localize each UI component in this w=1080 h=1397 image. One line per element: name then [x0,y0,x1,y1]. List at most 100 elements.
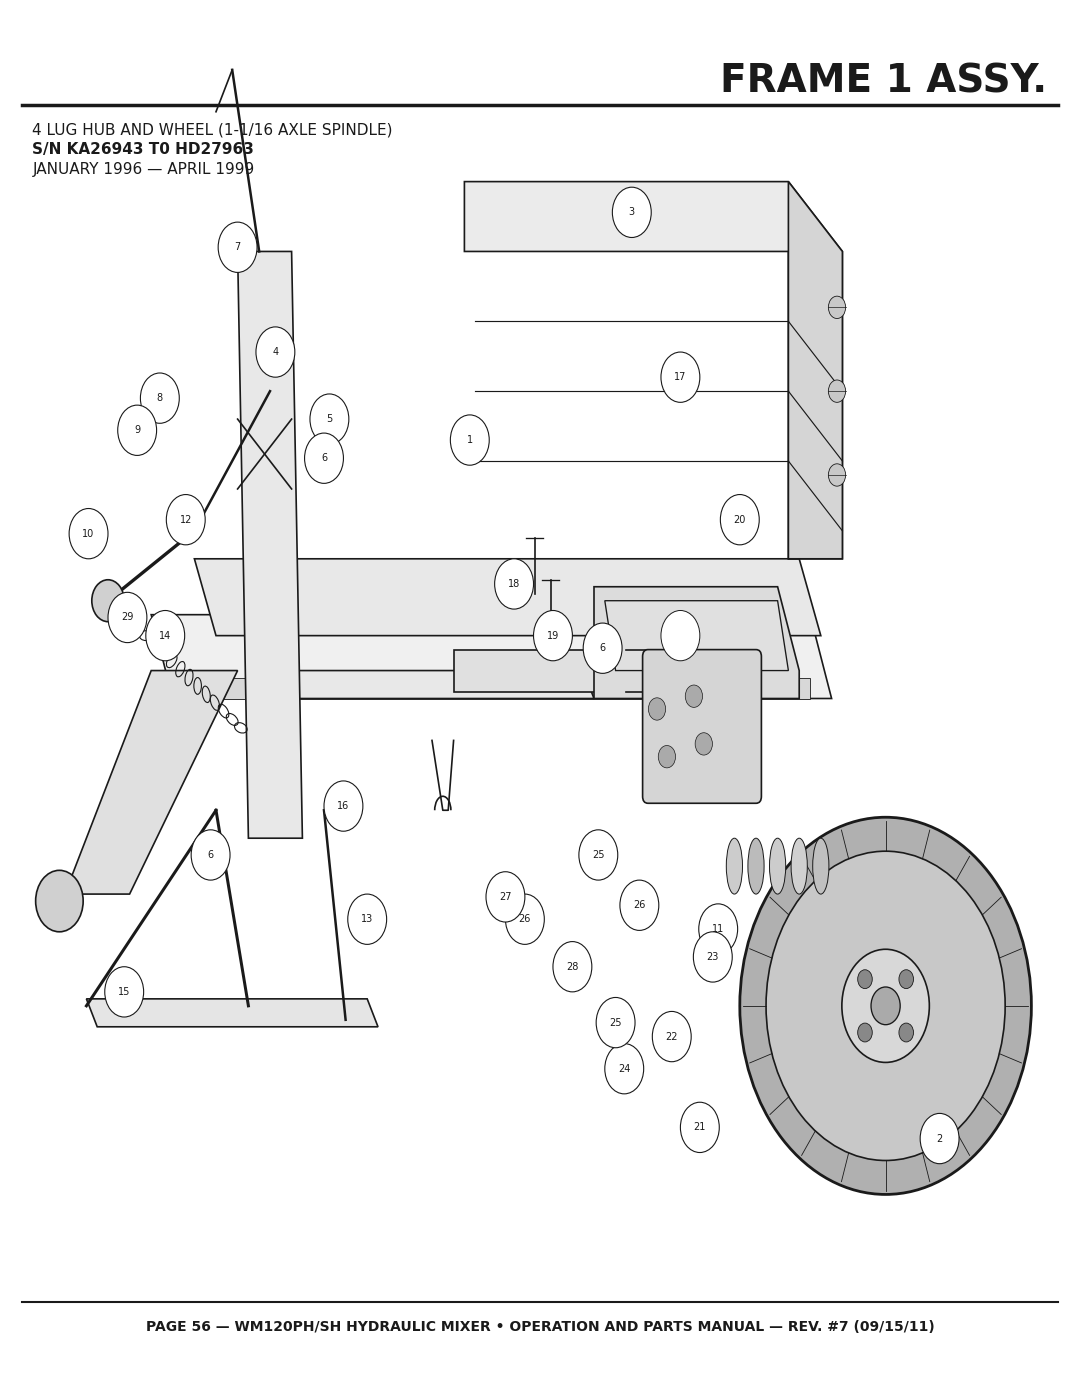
Circle shape [920,1113,959,1164]
Ellipse shape [727,838,743,894]
Text: 1: 1 [467,434,473,446]
Text: 10: 10 [82,528,95,539]
Text: 4 LUG HUB AND WHEEL (1-1/16 AXLE SPINDLE): 4 LUG HUB AND WHEEL (1-1/16 AXLE SPINDLE… [32,123,393,138]
Text: 21: 21 [693,1122,706,1133]
Text: 16: 16 [337,800,350,812]
Circle shape [166,495,205,545]
Text: PAGE 56 — WM120PH/SH HYDRAULIC MIXER • OPERATION AND PARTS MANUAL — REV. #7 (09/: PAGE 56 — WM120PH/SH HYDRAULIC MIXER • O… [146,1320,934,1334]
Circle shape [118,405,157,455]
Text: 25: 25 [592,849,605,861]
Circle shape [553,942,592,992]
Text: 14: 14 [159,630,172,641]
Circle shape [36,870,83,932]
Circle shape [579,830,618,880]
Circle shape [218,222,257,272]
Ellipse shape [812,838,829,894]
Text: 7: 7 [234,242,241,253]
Ellipse shape [747,838,765,894]
Ellipse shape [769,838,786,894]
Circle shape [534,610,572,661]
Polygon shape [151,678,810,698]
Circle shape [720,495,759,545]
Circle shape [699,904,738,954]
Text: 2: 2 [936,1133,943,1144]
Circle shape [661,610,700,661]
Circle shape [680,1102,719,1153]
Text: S/N KA26943 T0 HD27963: S/N KA26943 T0 HD27963 [32,142,254,158]
Polygon shape [259,671,594,698]
Text: 28: 28 [566,961,579,972]
Circle shape [348,894,387,944]
Circle shape [648,697,665,721]
Circle shape [652,1011,691,1062]
Circle shape [693,932,732,982]
Polygon shape [194,559,821,636]
Circle shape [486,872,525,922]
Text: 4: 4 [272,346,279,358]
Circle shape [858,970,873,989]
Text: JANUARY 1996 — APRIL 1999: JANUARY 1996 — APRIL 1999 [32,162,255,177]
Text: 27: 27 [499,891,512,902]
Polygon shape [605,601,788,671]
Text: 19: 19 [546,630,559,641]
Text: 26: 26 [633,900,646,911]
Circle shape [858,1023,873,1042]
Text: 6: 6 [599,643,606,654]
Polygon shape [65,671,238,894]
Circle shape [740,817,1031,1194]
Polygon shape [454,650,778,692]
Circle shape [305,433,343,483]
Polygon shape [238,251,302,838]
Circle shape [661,352,700,402]
Text: 3: 3 [629,207,635,218]
Circle shape [191,830,230,880]
Polygon shape [788,182,842,559]
Circle shape [828,380,846,402]
Circle shape [612,187,651,237]
Text: 15: 15 [118,986,131,997]
Circle shape [828,464,846,486]
Circle shape [605,1044,644,1094]
Circle shape [596,997,635,1048]
Circle shape [69,509,108,559]
Text: 18: 18 [508,578,521,590]
Ellipse shape [791,838,808,894]
Text: 6: 6 [207,849,214,861]
Polygon shape [594,587,799,698]
Text: 23: 23 [706,951,719,963]
Circle shape [899,970,914,989]
Circle shape [870,986,901,1025]
Text: 22: 22 [665,1031,678,1042]
Text: 13: 13 [361,914,374,925]
Text: 12: 12 [179,514,192,525]
Circle shape [146,610,185,661]
Circle shape [256,327,295,377]
Circle shape [495,559,534,609]
Polygon shape [151,615,832,698]
Circle shape [450,415,489,465]
FancyBboxPatch shape [643,650,761,803]
Text: 6: 6 [321,453,327,464]
Text: 20: 20 [733,514,746,525]
Polygon shape [86,999,378,1027]
Circle shape [324,781,363,831]
Circle shape [899,1023,914,1042]
Text: 26: 26 [518,914,531,925]
Text: FRAME 1 ASSY.: FRAME 1 ASSY. [720,63,1048,101]
Text: 25: 25 [609,1017,622,1028]
Text: 17: 17 [674,372,687,383]
Circle shape [92,580,124,622]
Polygon shape [464,182,842,559]
Text: 9: 9 [134,425,140,436]
Text: 5: 5 [326,414,333,425]
Circle shape [620,880,659,930]
Circle shape [108,592,147,643]
Circle shape [766,851,1005,1161]
Text: 24: 24 [618,1063,631,1074]
Circle shape [828,296,846,319]
Text: 29: 29 [121,612,134,623]
Circle shape [310,394,349,444]
Circle shape [659,746,676,768]
Text: 8: 8 [157,393,163,404]
Circle shape [686,685,702,707]
